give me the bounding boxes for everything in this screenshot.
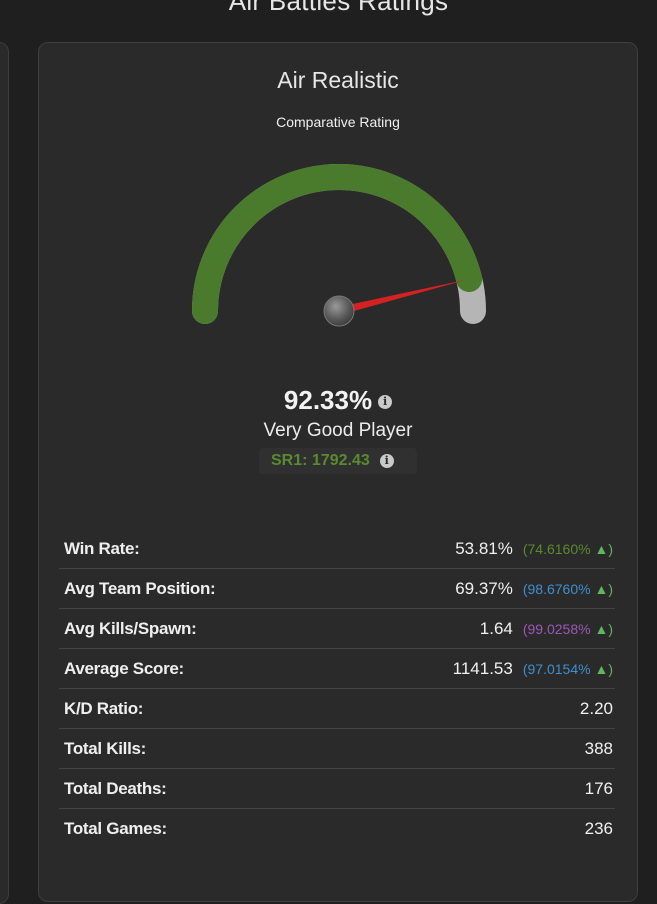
player-rating-label: Very Good Player	[263, 420, 413, 441]
stat-label: Total Deaths:	[64, 779, 167, 798]
stat-value: 236	[584, 819, 613, 838]
stat-label: Win Rate:	[64, 539, 140, 558]
stat-row: K/D Ratio: 2.20	[59, 689, 615, 729]
stat-row: Total Deaths: 176	[59, 769, 615, 809]
air-realistic-card: Air Realistic Comparative Rating 92.33% i…	[38, 42, 638, 902]
stat-value-group: 1.64 (99.0258% ▲)	[480, 619, 613, 639]
stat-row: Total Kills: 388	[59, 729, 615, 769]
stat-percentile: (97.0154% ▲)	[522, 661, 613, 677]
stat-value-group: 53.81% (74.6160% ▲)	[455, 539, 613, 559]
stat-label: Avg Kills/Spawn:	[64, 619, 197, 638]
up-arrow-icon: ▲)	[594, 621, 613, 637]
stat-value: 388	[584, 739, 613, 758]
stat-row: Win Rate: 53.81% (74.6160% ▲)	[59, 529, 615, 569]
stat-row: Avg Team Position: 69.37% (98.6760% ▲)	[59, 569, 615, 609]
stat-value: 69.37%	[455, 579, 513, 598]
stats-table: Win Rate: 53.81% (74.6160% ▲) Avg Team Po…	[59, 529, 615, 849]
page-title: Air Battles Ratings	[228, 0, 449, 16]
gauge-fill	[192, 164, 483, 324]
comparative-rating-label: Comparative Rating	[276, 114, 400, 130]
sr-badge: SR1: 1792.43 i	[259, 448, 417, 474]
stat-percentile: (99.0258% ▲)	[522, 621, 613, 637]
stat-label: K/D Ratio:	[64, 699, 144, 718]
stat-label: Average Score:	[64, 659, 184, 678]
previous-card	[0, 42, 9, 904]
stat-percentile: (98.6760% ▲)	[522, 581, 613, 597]
sr-value: SR1: 1792.43	[271, 452, 370, 469]
stat-percentile: (74.6160% ▲)	[522, 541, 613, 557]
info-icon[interactable]: i	[378, 395, 393, 410]
stat-value: 1.64	[479, 619, 513, 638]
stat-row: Average Score: 1141.53 (97.0154% ▲)	[59, 649, 615, 689]
stat-value: 1141.53	[452, 659, 513, 678]
stat-value: 53.81%	[455, 539, 513, 558]
info-icon[interactable]: i	[379, 453, 394, 468]
mode-title: Air Realistic	[277, 67, 399, 93]
stat-row: Total Games: 236	[59, 809, 615, 849]
gauge-hub	[323, 295, 355, 327]
stat-value-group: 69.37% (98.6760% ▲)	[455, 579, 613, 599]
stat-value: 2.20	[579, 699, 613, 718]
gauge-track	[192, 164, 486, 324]
stat-value-group: 1141.53 (97.0154% ▲)	[453, 659, 613, 679]
rating-gauge	[192, 164, 486, 327]
stat-label: Avg Team Position:	[64, 579, 216, 598]
score-line: 92.33% i	[39, 385, 637, 416]
up-arrow-icon: ▲)	[594, 581, 613, 597]
up-arrow-icon: ▲)	[594, 541, 613, 557]
gauge-needle	[338, 279, 468, 315]
stat-label: Total Games:	[64, 819, 167, 838]
stat-label: Total Kills:	[64, 739, 147, 758]
rating-percent: 92.33%	[283, 385, 373, 415]
up-arrow-icon: ▲)	[594, 661, 613, 677]
stat-value: 176	[584, 779, 613, 798]
stat-row: Avg Kills/Spawn: 1.64 (99.0258% ▲)	[59, 609, 615, 649]
